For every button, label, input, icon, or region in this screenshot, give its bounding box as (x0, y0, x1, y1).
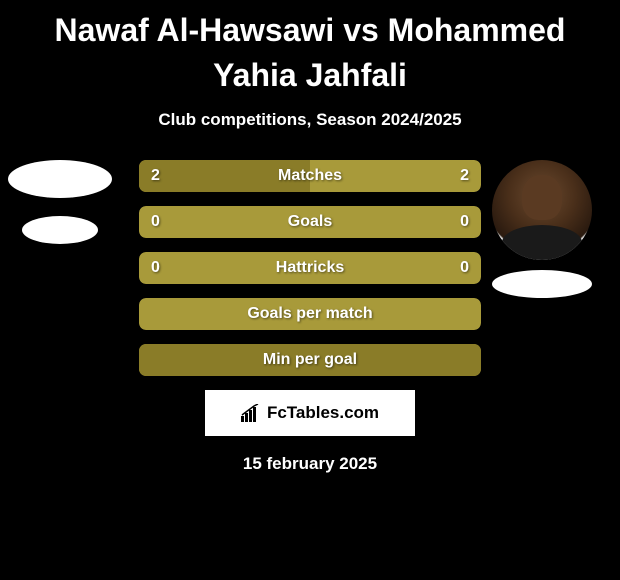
player-left-avatar (8, 160, 112, 264)
stat-value-left: 0 (151, 213, 160, 231)
comparison-content: 2 Matches 2 0 Goals 0 0 Hattricks 0 Goal… (0, 160, 620, 474)
stat-row-goals: 0 Goals 0 (139, 206, 481, 238)
stat-value-left: 0 (151, 259, 160, 277)
player-name-badge (22, 216, 98, 244)
stat-value-right: 0 (460, 213, 469, 231)
stats-bars: 2 Matches 2 0 Goals 0 0 Hattricks 0 Goal… (139, 160, 481, 376)
player-right-avatar (492, 160, 592, 260)
bar-chart-icon (241, 404, 263, 422)
fctables-label: FcTables.com (267, 403, 379, 423)
subtitle: Club competitions, Season 2024/2025 (0, 110, 620, 130)
stat-label: Matches (278, 167, 342, 185)
stat-label: Goals (288, 213, 332, 231)
stat-label: Goals per match (247, 305, 372, 323)
stat-row-goals-per-match: Goals per match (139, 298, 481, 330)
stat-row-min-per-goal: Min per goal (139, 344, 481, 376)
avatar-placeholder-icon (8, 160, 112, 198)
stat-value-right: 0 (460, 259, 469, 277)
stat-label: Min per goal (263, 351, 357, 369)
stat-row-hattricks: 0 Hattricks 0 (139, 252, 481, 284)
stat-value-left: 2 (151, 167, 160, 185)
stat-label: Hattricks (276, 259, 344, 277)
date-label: 15 february 2025 (0, 454, 620, 474)
stat-row-matches: 2 Matches 2 (139, 160, 481, 192)
player-name-badge (492, 270, 592, 298)
avatar-photo (492, 160, 592, 260)
stat-value-right: 2 (460, 167, 469, 185)
page-title: Nawaf Al-Hawsawi vs Mohammed Yahia Jahfa… (0, 0, 620, 98)
fctables-branding: FcTables.com (205, 390, 415, 436)
